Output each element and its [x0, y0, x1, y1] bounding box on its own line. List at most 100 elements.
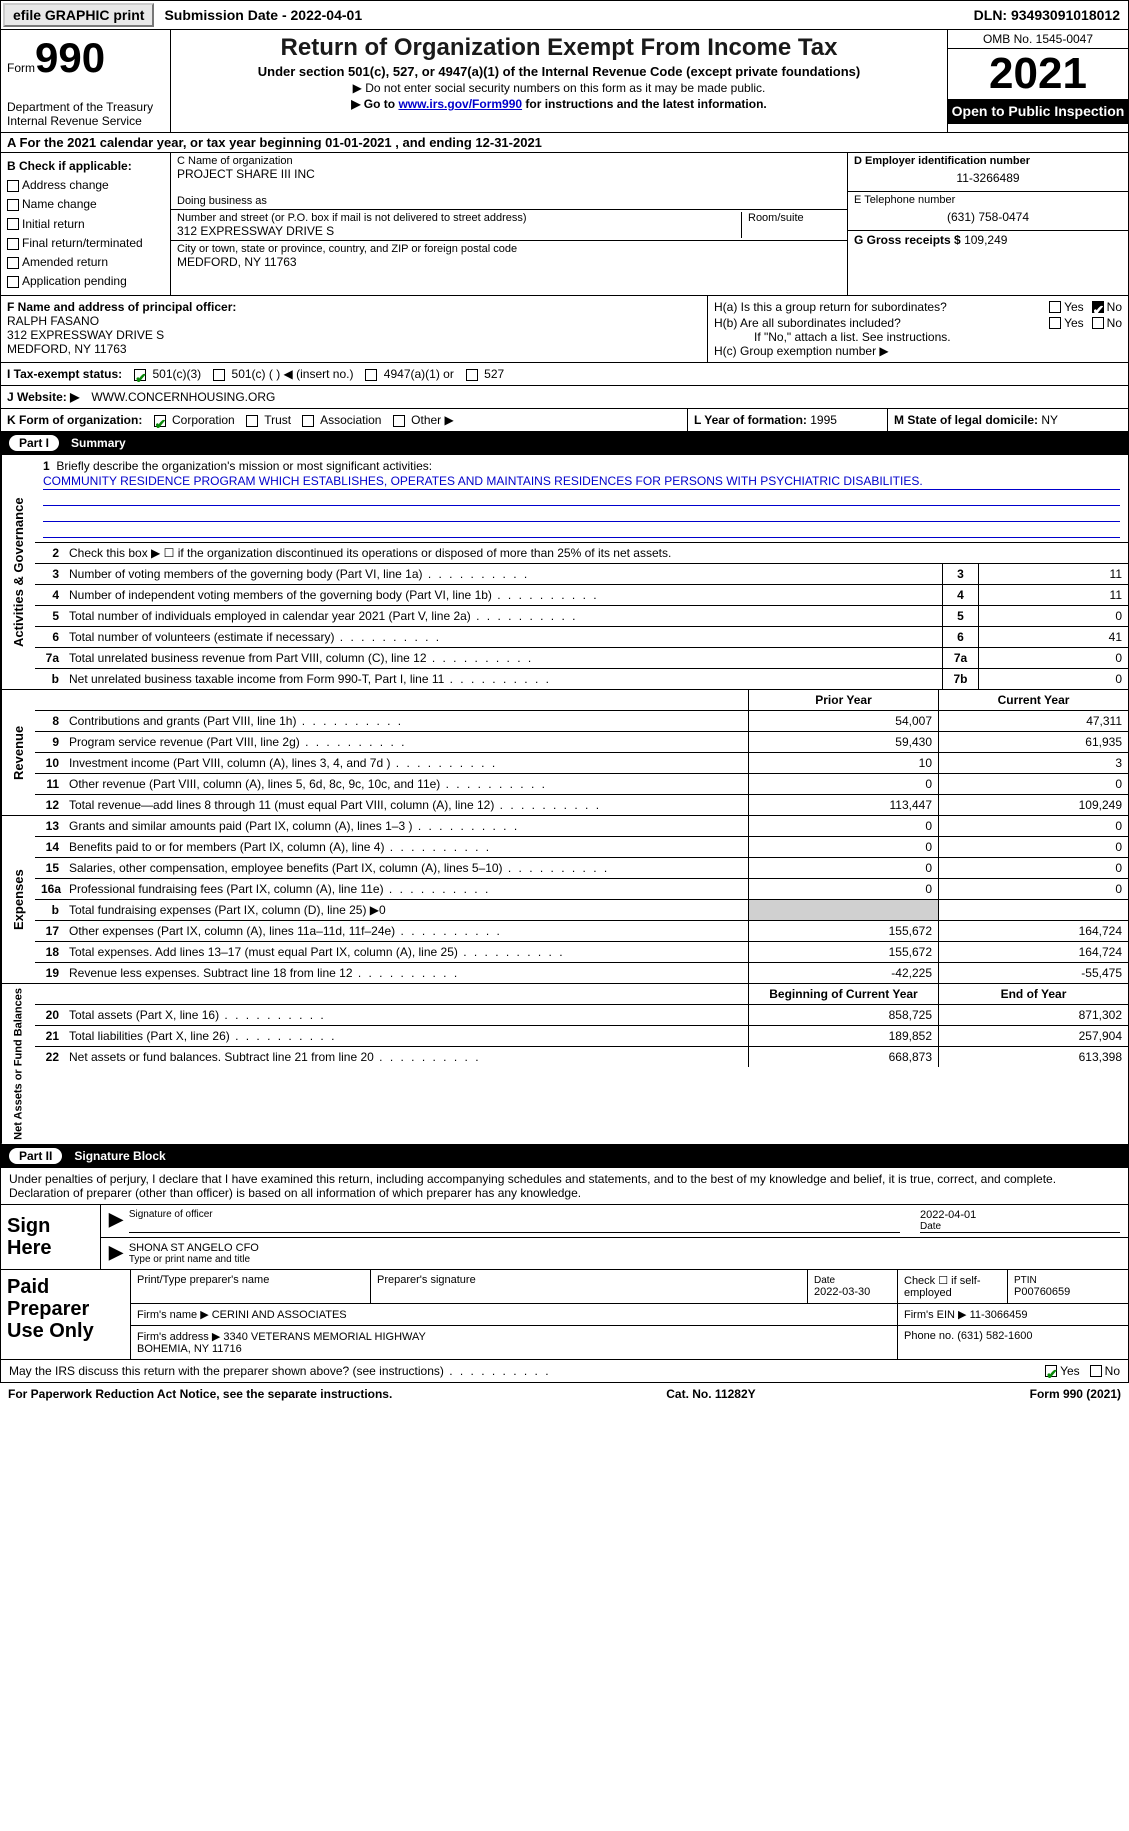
- chk-501c3[interactable]: ✔: [134, 369, 146, 381]
- prep-date-label: Date: [814, 1275, 835, 1286]
- activities-governance: Activities & Governance 1 Briefly descri…: [0, 455, 1129, 690]
- preparer-label: Paid Preparer Use Only: [1, 1270, 131, 1359]
- chk-discuss-no[interactable]: [1090, 1365, 1102, 1377]
- mission-text: COMMUNITY RESIDENCE PROGRAM WHICH ESTABL…: [43, 473, 1120, 490]
- line-2: 2 Check this box ▶ ☐ if the organization…: [35, 543, 1128, 564]
- section-b: B Check if applicable: Address change Na…: [0, 153, 1129, 296]
- prep-row-3: Firm's address ▶ 3340 VETERANS MEMORIAL …: [131, 1326, 1128, 1359]
- prep-row-1: Print/Type preparer's name Preparer's si…: [131, 1270, 1128, 1304]
- opt-501c: 501(c) ( ) ◀ (insert no.): [232, 367, 354, 381]
- subtitle-3: ▶ Go to www.irs.gov/Form990 for instruct…: [177, 97, 941, 111]
- chk-discuss-yes[interactable]: ✔: [1045, 1365, 1057, 1377]
- org-name-label: C Name of organization: [177, 155, 841, 167]
- signature-section: Under penalties of perjury, I declare th…: [0, 1168, 1129, 1270]
- gross-value: 109,249: [964, 233, 1007, 247]
- chk-hb-no[interactable]: [1092, 317, 1104, 329]
- chk-4947[interactable]: [365, 369, 377, 381]
- mission-blank-3: [43, 522, 1120, 538]
- chk-501c[interactable]: [213, 369, 225, 381]
- firm-phone: (631) 582-1600: [957, 1330, 1032, 1342]
- prep-date: 2022-03-30: [814, 1286, 870, 1298]
- part-2-header: Part II Signature Block: [0, 1145, 1129, 1168]
- mission-block: 1 Briefly describe the organization's mi…: [35, 455, 1128, 543]
- footer-bottom: For Paperwork Reduction Act Notice, see …: [0, 1383, 1129, 1405]
- vlabel-expenses: Expenses: [1, 816, 35, 983]
- firm-name: CERINI AND ASSOCIATES: [212, 1309, 347, 1321]
- cell-org-name: C Name of organization PROJECT SHARE III…: [171, 153, 847, 210]
- row-fh: F Name and address of principal officer:…: [0, 296, 1129, 363]
- prior-year-hdr: Prior Year: [748, 690, 938, 710]
- department: Department of the Treasury Internal Reve…: [7, 100, 164, 128]
- dln-label: DLN:: [974, 7, 1011, 23]
- table-row: 19Revenue less expenses. Subtract line 1…: [35, 963, 1128, 983]
- year-formation: L Year of formation: 1995: [688, 409, 888, 431]
- chk-assoc[interactable]: [302, 415, 314, 427]
- firm-name-label: Firm's name ▶: [137, 1309, 212, 1321]
- chk-ha-yes[interactable]: [1049, 301, 1061, 313]
- chk-hb-yes[interactable]: [1049, 317, 1061, 329]
- m-label: M State of legal domicile:: [894, 413, 1041, 427]
- discuss-yes: Yes: [1060, 1364, 1080, 1378]
- lbl-amended: Amended return: [22, 255, 108, 269]
- part-1-title: Summary: [71, 436, 126, 450]
- public-inspection: Open to Public Inspection: [948, 99, 1128, 124]
- dln-value: 93493091018012: [1011, 7, 1120, 23]
- vlabel-revenue: Revenue: [1, 690, 35, 815]
- chk-ha-no[interactable]: ✔: [1092, 301, 1104, 313]
- table-row: 17Other expenses (Part IX, column (A), l…: [35, 921, 1128, 942]
- perjury-declaration: Under penalties of perjury, I declare th…: [1, 1168, 1128, 1205]
- chk-address-change[interactable]: [7, 180, 19, 192]
- chk-other[interactable]: [393, 415, 405, 427]
- end-year-hdr: End of Year: [938, 984, 1128, 1004]
- dba-label: Doing business as: [177, 195, 841, 207]
- irs-link[interactable]: www.irs.gov/Form990: [398, 97, 522, 111]
- submission-date: Submission Date - 2022-04-01: [156, 7, 370, 23]
- table-row: bNet unrelated business taxable income f…: [35, 669, 1128, 689]
- form-ref: Form 990 (2021): [1030, 1387, 1121, 1401]
- firm-phone-label: Phone no.: [904, 1330, 957, 1342]
- l-label: L Year of formation:: [694, 413, 810, 427]
- name-title-label: Type or print name and title: [129, 1254, 1120, 1265]
- city-value: MEDFORD, NY 11763: [177, 255, 841, 269]
- chk-app-pending[interactable]: [7, 276, 19, 288]
- checkbox-header: B Check if applicable:: [7, 159, 132, 173]
- chk-527[interactable]: [466, 369, 478, 381]
- lbl-final-return: Final return/terminated: [22, 236, 143, 250]
- table-row: 18Total expenses. Add lines 13–17 (must …: [35, 942, 1128, 963]
- topbar: efile GRAPHIC print Submission Date - 20…: [0, 0, 1129, 30]
- submission-date-value: 2022-04-01: [291, 7, 363, 23]
- efile-print-button[interactable]: efile GRAPHIC print: [3, 3, 154, 27]
- row-k: K Form of organization: ✔ Corporation Tr…: [0, 409, 1129, 432]
- arrow-icon: ▶: [109, 1209, 123, 1233]
- l-value: 1995: [810, 413, 837, 427]
- header-left: Form990 Department of the Treasury Inter…: [1, 30, 171, 132]
- hb-label: H(b) Are all subordinates included?: [714, 316, 1049, 330]
- table-row: 3Number of voting members of the governi…: [35, 564, 1128, 585]
- chk-trust[interactable]: [246, 415, 258, 427]
- chk-amended[interactable]: [7, 257, 19, 269]
- chk-initial-return[interactable]: [7, 218, 19, 230]
- part-2-title: Signature Block: [74, 1149, 165, 1163]
- chk-final-return[interactable]: [7, 238, 19, 250]
- ptin-value: P00760659: [1014, 1286, 1070, 1298]
- table-row: 9Program service revenue (Part VIII, lin…: [35, 732, 1128, 753]
- discuss-no: No: [1105, 1364, 1120, 1378]
- chk-corp[interactable]: ✔: [154, 415, 166, 427]
- lbl-address-change: Address change: [22, 178, 109, 192]
- header-mid: Return of Organization Exempt From Incom…: [171, 30, 948, 132]
- cell-address: Number and street (or P.O. box if mail i…: [171, 210, 847, 241]
- rev-header-row: Prior Year Current Year: [35, 690, 1128, 711]
- table-row: 10Investment income (Part VIII, column (…: [35, 753, 1128, 774]
- website-value: WWW.CONCERNHOUSING.ORG: [91, 390, 275, 404]
- submission-date-label: Submission Date -: [164, 7, 290, 23]
- state-domicile: M State of legal domicile: NY: [888, 409, 1128, 431]
- prep-sig-label: Preparer's signature: [371, 1270, 808, 1303]
- table-row: 14Benefits paid to or for members (Part …: [35, 837, 1128, 858]
- i-label: I Tax-exempt status:: [7, 367, 122, 381]
- goto-post: for instructions and the latest informat…: [522, 97, 767, 111]
- chk-name-change[interactable]: [7, 199, 19, 211]
- cell-phone: E Telephone number (631) 758-0474: [848, 192, 1128, 231]
- ein-label: D Employer identification number: [854, 155, 1030, 167]
- prep-self-employed: Check ☐ if self-employed: [898, 1270, 1008, 1303]
- rev-content: Prior Year Current Year 8Contributions a…: [35, 690, 1128, 815]
